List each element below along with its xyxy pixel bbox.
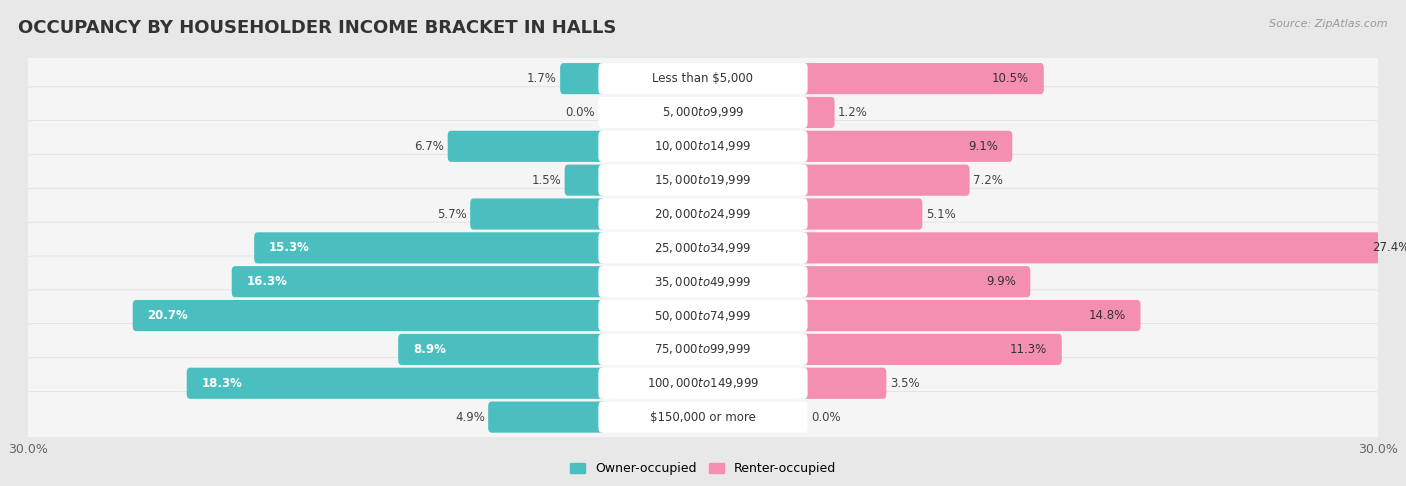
FancyBboxPatch shape (398, 334, 605, 365)
FancyBboxPatch shape (599, 97, 807, 128)
Text: $100,000 to $149,999: $100,000 to $149,999 (647, 376, 759, 390)
FancyBboxPatch shape (25, 121, 1381, 172)
FancyBboxPatch shape (801, 131, 1012, 162)
Text: 0.0%: 0.0% (811, 411, 841, 424)
Text: $10,000 to $14,999: $10,000 to $14,999 (654, 139, 752, 153)
Text: 5.1%: 5.1% (925, 208, 956, 221)
Text: 3.5%: 3.5% (890, 377, 920, 390)
FancyBboxPatch shape (801, 198, 922, 229)
Text: 1.2%: 1.2% (838, 106, 868, 119)
Text: 6.7%: 6.7% (415, 140, 444, 153)
FancyBboxPatch shape (801, 368, 886, 399)
FancyBboxPatch shape (599, 334, 807, 365)
Text: 4.9%: 4.9% (456, 411, 485, 424)
FancyBboxPatch shape (560, 63, 605, 94)
Text: 5.7%: 5.7% (437, 208, 467, 221)
FancyBboxPatch shape (599, 165, 807, 196)
FancyBboxPatch shape (599, 198, 807, 229)
Text: 7.2%: 7.2% (973, 174, 1002, 187)
FancyBboxPatch shape (801, 300, 1140, 331)
Text: 11.3%: 11.3% (1010, 343, 1047, 356)
Text: 27.4%: 27.4% (1372, 242, 1406, 254)
Text: 10.5%: 10.5% (993, 72, 1029, 85)
Text: $25,000 to $34,999: $25,000 to $34,999 (654, 241, 752, 255)
FancyBboxPatch shape (25, 391, 1381, 443)
FancyBboxPatch shape (565, 165, 605, 196)
Text: $5,000 to $9,999: $5,000 to $9,999 (662, 105, 744, 120)
FancyBboxPatch shape (599, 368, 807, 399)
Text: 0.0%: 0.0% (565, 106, 595, 119)
FancyBboxPatch shape (447, 131, 605, 162)
FancyBboxPatch shape (801, 266, 1031, 297)
Text: $20,000 to $24,999: $20,000 to $24,999 (654, 207, 752, 221)
FancyBboxPatch shape (599, 63, 807, 94)
Text: 9.9%: 9.9% (986, 275, 1015, 288)
Text: Less than $5,000: Less than $5,000 (652, 72, 754, 85)
FancyBboxPatch shape (599, 232, 807, 263)
Text: 9.1%: 9.1% (967, 140, 998, 153)
FancyBboxPatch shape (488, 401, 605, 433)
Text: 1.5%: 1.5% (531, 174, 561, 187)
FancyBboxPatch shape (25, 290, 1381, 341)
Text: OCCUPANCY BY HOUSEHOLDER INCOME BRACKET IN HALLS: OCCUPANCY BY HOUSEHOLDER INCOME BRACKET … (18, 19, 617, 37)
FancyBboxPatch shape (25, 324, 1381, 375)
FancyBboxPatch shape (232, 266, 605, 297)
Text: $75,000 to $99,999: $75,000 to $99,999 (654, 343, 752, 356)
Text: 20.7%: 20.7% (148, 309, 188, 322)
FancyBboxPatch shape (470, 198, 605, 229)
FancyBboxPatch shape (801, 232, 1406, 263)
Text: 8.9%: 8.9% (413, 343, 446, 356)
Text: $50,000 to $74,999: $50,000 to $74,999 (654, 309, 752, 323)
Text: 1.7%: 1.7% (527, 72, 557, 85)
Text: 15.3%: 15.3% (269, 242, 309, 254)
Text: 18.3%: 18.3% (201, 377, 242, 390)
Legend: Owner-occupied, Renter-occupied: Owner-occupied, Renter-occupied (565, 457, 841, 481)
Text: $15,000 to $19,999: $15,000 to $19,999 (654, 173, 752, 187)
FancyBboxPatch shape (801, 165, 970, 196)
FancyBboxPatch shape (254, 232, 605, 263)
FancyBboxPatch shape (25, 188, 1381, 240)
FancyBboxPatch shape (25, 222, 1381, 274)
FancyBboxPatch shape (599, 131, 807, 162)
Text: $35,000 to $49,999: $35,000 to $49,999 (654, 275, 752, 289)
FancyBboxPatch shape (25, 155, 1381, 206)
Text: 14.8%: 14.8% (1088, 309, 1126, 322)
FancyBboxPatch shape (25, 256, 1381, 308)
Text: Source: ZipAtlas.com: Source: ZipAtlas.com (1270, 19, 1388, 30)
FancyBboxPatch shape (25, 53, 1381, 104)
FancyBboxPatch shape (132, 300, 605, 331)
FancyBboxPatch shape (25, 87, 1381, 138)
FancyBboxPatch shape (599, 401, 807, 433)
Text: 16.3%: 16.3% (246, 275, 287, 288)
FancyBboxPatch shape (801, 97, 835, 128)
FancyBboxPatch shape (187, 368, 605, 399)
FancyBboxPatch shape (801, 63, 1043, 94)
FancyBboxPatch shape (25, 358, 1381, 409)
FancyBboxPatch shape (801, 334, 1062, 365)
FancyBboxPatch shape (599, 266, 807, 297)
Text: $150,000 or more: $150,000 or more (650, 411, 756, 424)
FancyBboxPatch shape (599, 300, 807, 331)
